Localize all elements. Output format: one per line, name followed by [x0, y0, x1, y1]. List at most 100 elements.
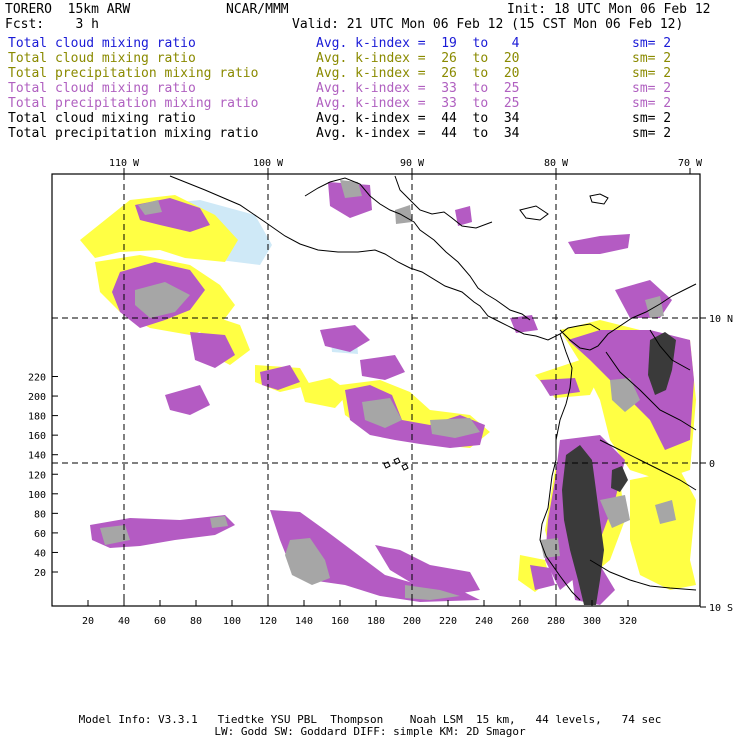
legend-field: Total cloud mixing ratio — [8, 111, 196, 126]
cloud-high-area — [530, 565, 555, 590]
legend-index: Avg. k-index = 19 to 4 — [316, 36, 520, 51]
galapagos-islands — [383, 457, 409, 471]
coastline-central-america — [169, 175, 601, 341]
y-tick-label: 60 — [34, 529, 46, 540]
lat-label: 0 — [709, 459, 715, 470]
precip-area — [135, 282, 190, 318]
cloud-mid-area — [300, 378, 350, 408]
x-tick-label: 120 — [259, 616, 277, 627]
cloud-high-area — [510, 315, 538, 333]
y-tick-label: 20 — [34, 568, 46, 579]
legend-index: Avg. k-index = 26 to 20 — [316, 51, 520, 66]
precip-area — [395, 205, 412, 224]
axis-ticks — [52, 168, 706, 608]
axis-labels: 20 40 60 80 100 120 140 160 180 200 220 240 260 280 30… — [28, 158, 733, 627]
precip-area — [362, 398, 402, 428]
x-tick-label: 320 — [619, 616, 637, 627]
coastlines — [169, 175, 697, 601]
cloud-high-area — [165, 385, 210, 415]
precip-area — [610, 378, 640, 412]
y-tick-label: 140 — [28, 451, 46, 462]
precip-area — [100, 525, 130, 545]
y-tick-label: 120 — [28, 470, 46, 481]
precip-area — [600, 495, 630, 528]
lat-label: 10 S — [709, 603, 733, 614]
x-tick-label: 100 — [223, 616, 241, 627]
cloud-high-area — [328, 182, 372, 218]
precip-area — [210, 516, 228, 528]
country-borders — [589, 329, 697, 591]
lon-label: 100 W — [253, 158, 284, 169]
deep-area — [611, 466, 628, 492]
precip-area — [138, 200, 162, 215]
lon-label: 80 W — [544, 158, 569, 169]
legend-index: Avg. k-index = 33 to 25 — [316, 81, 520, 96]
org-label: NCAR/MMM — [226, 2, 289, 17]
legend-sm: sm= 2 — [632, 111, 672, 126]
init-time: Init: 18 UTC Mon 06 Feb 12 — [507, 2, 711, 17]
physics-info: LW: Godd SW: Goddard DIFF: simple KM: 2D… — [214, 725, 526, 738]
x-tick-label: 180 — [367, 616, 385, 627]
deep-area — [648, 332, 676, 395]
legend-field: Total precipitation mixing ratio — [8, 96, 259, 111]
cloud-high-area — [568, 234, 630, 254]
x-tick-label: 80 — [190, 616, 202, 627]
legend-field: Total cloud mixing ratio — [8, 36, 196, 51]
precip-area — [405, 585, 460, 600]
model-info: Model Info: V3.3.1 Tiedtke YSU PBL Thomp… — [78, 713, 662, 726]
y-tick-label: 180 — [28, 412, 46, 423]
legend-index: Avg. k-index = 26 to 20 — [316, 66, 520, 81]
graticule — [52, 174, 700, 606]
coastline-caribbean — [304, 177, 531, 321]
x-tick-label: 260 — [511, 616, 529, 627]
legend-sm: sm= 2 — [632, 81, 672, 96]
island-coast — [519, 193, 609, 221]
legend-index: Avg. k-index = 44 to 34 — [316, 126, 520, 141]
legend-field: Total precipitation mixing ratio — [8, 126, 259, 141]
legend-index: Avg. k-index = 33 to 25 — [316, 96, 520, 111]
x-tick-label: 140 — [295, 616, 313, 627]
cloud-high-area — [540, 378, 580, 396]
legend-sm: sm= 2 — [632, 96, 672, 111]
deep-area — [562, 445, 604, 605]
legend-field: Total cloud mixing ratio — [8, 51, 196, 66]
lon-label: 70 W — [678, 158, 703, 169]
x-tick-label: 280 — [547, 616, 565, 627]
lon-label: 90 W — [400, 158, 425, 169]
x-tick-label: 20 — [82, 616, 94, 627]
cloud-mid-area — [630, 470, 696, 590]
x-tick-label: 240 — [475, 616, 493, 627]
precip-area — [430, 418, 480, 438]
legend-sm: sm= 2 — [632, 66, 672, 81]
mixing-ratio-fields — [80, 180, 696, 605]
y-tick-label: 80 — [34, 509, 46, 520]
y-tick-label: 100 — [28, 490, 46, 501]
x-tick-label: 40 — [118, 616, 130, 627]
legend-sm: sm= 2 — [632, 36, 672, 51]
legend-sm: sm= 2 — [632, 126, 672, 141]
y-tick-label: 160 — [28, 431, 46, 442]
precip-area — [285, 538, 330, 585]
yucatan-coast — [394, 175, 493, 229]
precip-area — [655, 500, 676, 524]
cloud-high-area — [455, 206, 472, 226]
y-tick-label: 220 — [28, 373, 46, 384]
x-tick-label: 300 — [583, 616, 601, 627]
legend-sm: sm= 2 — [632, 51, 672, 66]
y-tick-label: 40 — [34, 548, 46, 559]
x-tick-label: 220 — [439, 616, 457, 627]
legend-field: Total cloud mixing ratio — [8, 81, 196, 96]
lon-label: 110 W — [109, 158, 140, 169]
cloud-high-area — [360, 355, 405, 380]
model-title: TORERO 15km ARW — [5, 2, 131, 17]
x-tick-label: 160 — [331, 616, 349, 627]
cloud-high-area — [260, 365, 300, 390]
cloud-high-area — [320, 325, 370, 352]
forecast-hour: Fcst: 3 h — [5, 17, 99, 32]
legend-index: Avg. k-index = 44 to 34 — [316, 111, 520, 126]
legend-field: Total precipitation mixing ratio — [8, 66, 259, 81]
cloud-high-area — [375, 545, 480, 595]
cloud-high-area — [615, 280, 672, 318]
precip-area — [340, 180, 362, 198]
